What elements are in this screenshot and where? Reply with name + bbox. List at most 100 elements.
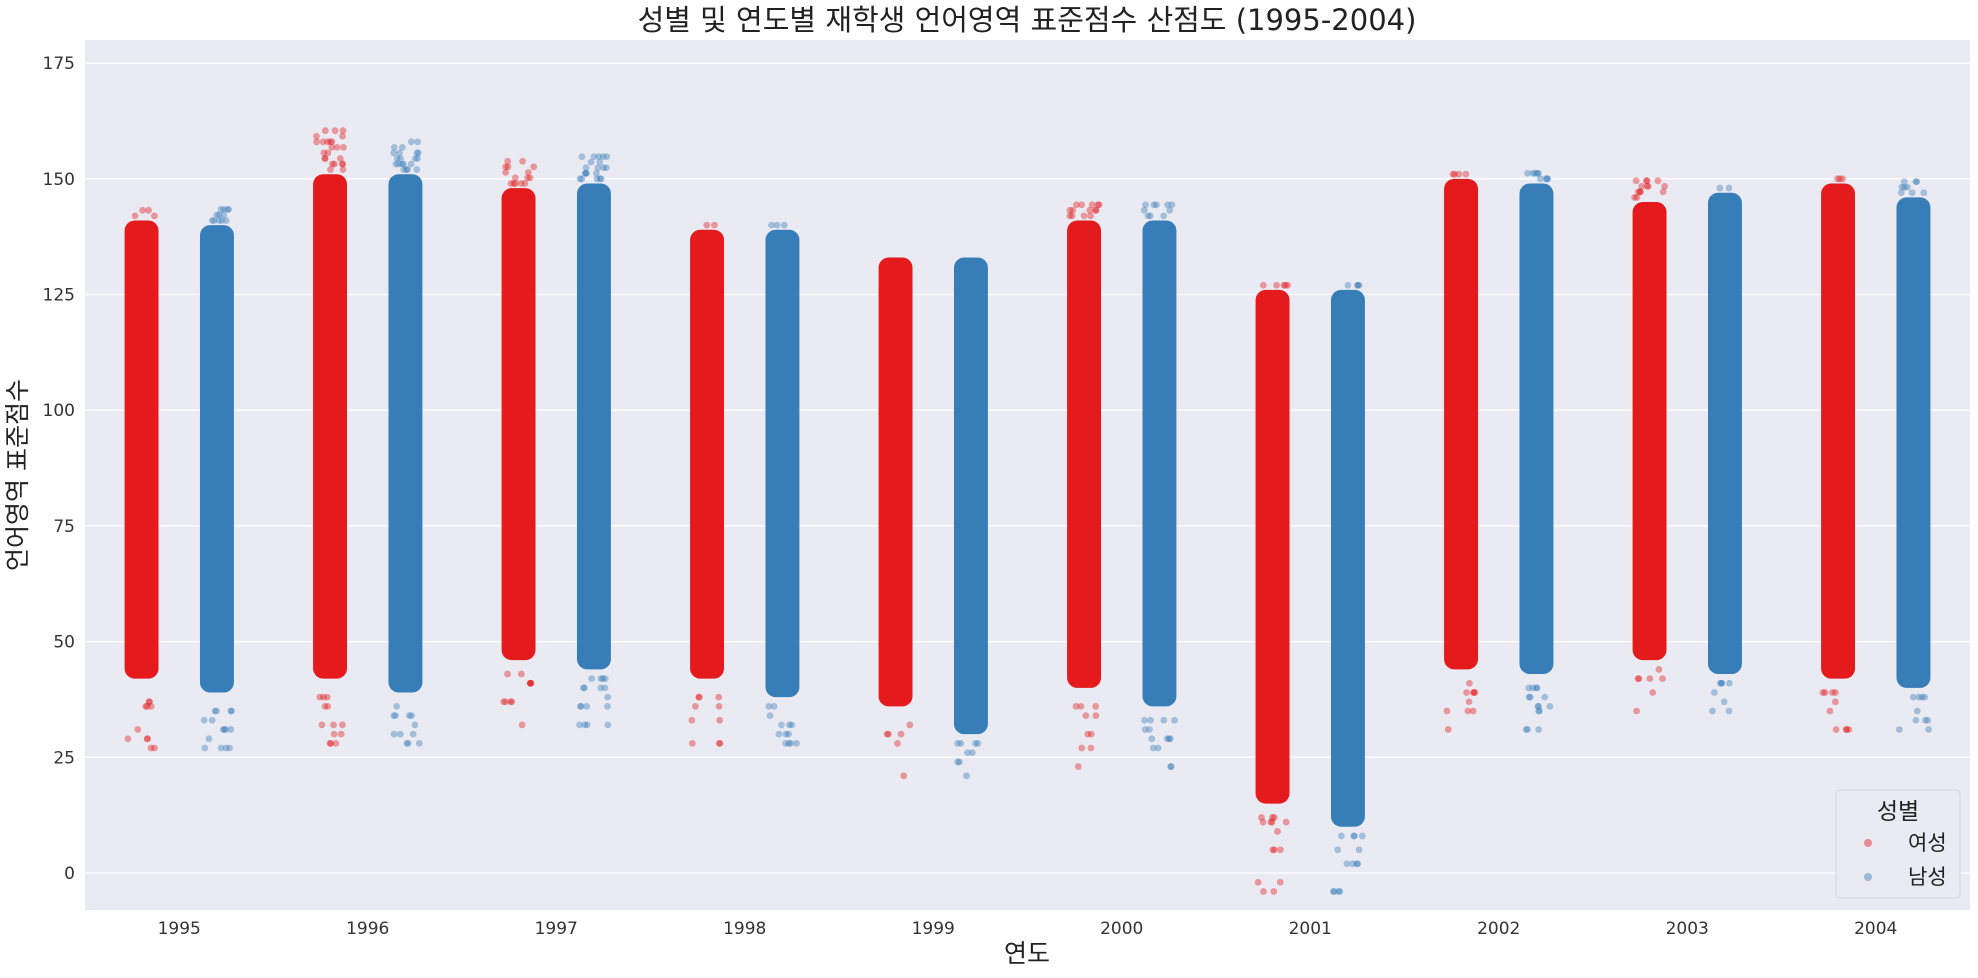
scatter-point xyxy=(1444,726,1452,733)
scatter-point xyxy=(1898,183,1906,191)
scatter-point xyxy=(582,169,589,177)
y-tick-label-150: 150 xyxy=(43,170,75,190)
scatter-point xyxy=(1166,206,1174,214)
scatter-point xyxy=(1148,735,1156,743)
scatter-point xyxy=(1451,170,1459,178)
scatter-point xyxy=(411,721,419,729)
scatter-point xyxy=(1146,726,1153,733)
scatter-point xyxy=(1632,177,1640,185)
scatter-point xyxy=(1354,281,1361,289)
scatter-point xyxy=(413,166,421,173)
scatter-point xyxy=(1166,735,1174,743)
scatter-point xyxy=(1066,206,1074,214)
scatter-point xyxy=(1522,726,1530,733)
scatter-point xyxy=(1725,184,1733,192)
x-tick-label-1999: 1999 xyxy=(912,919,955,939)
scatter-point xyxy=(145,206,152,214)
scatter-point xyxy=(1344,281,1352,289)
scatter-point xyxy=(330,730,338,738)
scatter-point xyxy=(1165,735,1173,743)
scatter-point xyxy=(208,716,216,724)
point-cluster-2004 xyxy=(1896,197,1931,688)
scatter-point xyxy=(339,160,346,168)
scatter-point xyxy=(227,707,235,715)
scatter-point xyxy=(1659,675,1666,683)
scatter-point xyxy=(582,169,590,177)
scatter-point xyxy=(220,211,228,219)
scatter-point xyxy=(580,684,587,692)
scatter-point xyxy=(1092,206,1100,214)
scatter-point xyxy=(504,157,512,165)
scatter-point xyxy=(1821,689,1829,696)
scatter-point xyxy=(1443,707,1451,715)
scatter-point xyxy=(1167,763,1175,770)
scatter-point xyxy=(715,702,723,710)
scatter-point xyxy=(906,721,914,729)
scatter-point xyxy=(524,168,532,176)
scatter-point xyxy=(1355,281,1363,289)
scatter-point xyxy=(398,143,406,151)
scatter-point xyxy=(1631,193,1638,201)
scatter-point xyxy=(504,163,512,171)
scatter-point xyxy=(578,175,586,183)
scatter-point xyxy=(1069,206,1077,214)
scatter-point xyxy=(392,712,399,720)
scatter-point xyxy=(1655,665,1663,673)
scatter-point xyxy=(519,157,526,165)
scatter-point xyxy=(1141,726,1149,733)
scatter-point xyxy=(1471,689,1479,696)
scatter-point xyxy=(517,180,525,187)
scatter-point xyxy=(1150,201,1158,209)
legend: 성별 여성 남성 xyxy=(1835,789,1961,899)
scatter-point xyxy=(415,740,423,747)
scatter-point xyxy=(1354,860,1361,868)
scatter-point xyxy=(1270,814,1278,821)
scatter-point xyxy=(1140,206,1148,214)
scatter-point xyxy=(778,721,785,729)
scatter-point xyxy=(1354,281,1362,289)
scatter-point xyxy=(1659,188,1667,196)
scatter-point xyxy=(597,675,605,683)
scatter-point xyxy=(526,174,534,182)
scatter-point xyxy=(968,749,976,757)
scatter-point xyxy=(1909,693,1917,701)
scatter-point xyxy=(405,712,413,720)
scatter-point xyxy=(150,212,158,220)
scatter-point xyxy=(1843,726,1850,733)
scatter-point xyxy=(227,726,235,733)
scatter-point xyxy=(1149,744,1157,752)
scatter-point xyxy=(339,721,346,729)
scatter-point xyxy=(403,166,410,173)
scatter-point xyxy=(1167,763,1175,770)
scatter-point xyxy=(597,684,605,692)
x-tick-label-1997: 1997 xyxy=(535,919,578,939)
scatter-point xyxy=(1086,206,1094,214)
scatter-point xyxy=(765,702,773,710)
scatter-point xyxy=(1074,763,1082,770)
scatter-point xyxy=(397,155,404,162)
scatter-point xyxy=(526,679,534,687)
scatter-point xyxy=(1092,206,1100,214)
scatter-point xyxy=(1335,888,1343,895)
scatter-point xyxy=(1144,212,1152,220)
scatter-point xyxy=(390,149,398,157)
scatter-point xyxy=(1465,698,1473,706)
scatter-point xyxy=(1637,188,1644,196)
scatter-point xyxy=(1725,707,1733,715)
scatter-point xyxy=(1654,177,1662,185)
scatter-point xyxy=(1168,201,1176,209)
scatter-point xyxy=(1469,707,1477,715)
y-tick-label-0: 0 xyxy=(64,864,75,884)
scatter-point xyxy=(321,702,329,710)
scatter-point xyxy=(339,132,346,140)
scatter-point xyxy=(601,684,609,692)
scatter-point xyxy=(403,166,411,173)
x-axis-ticks: 1995 1996 1997 1998 1999 2000 2001 2002 2003 2004 xyxy=(158,919,1898,939)
point-cluster-2001 xyxy=(1330,289,1365,827)
scatter-point xyxy=(588,675,596,683)
scatter-point xyxy=(208,217,216,224)
scatter-point xyxy=(1164,201,1172,209)
scatter-point xyxy=(142,702,150,710)
scatter-point xyxy=(1092,712,1100,720)
